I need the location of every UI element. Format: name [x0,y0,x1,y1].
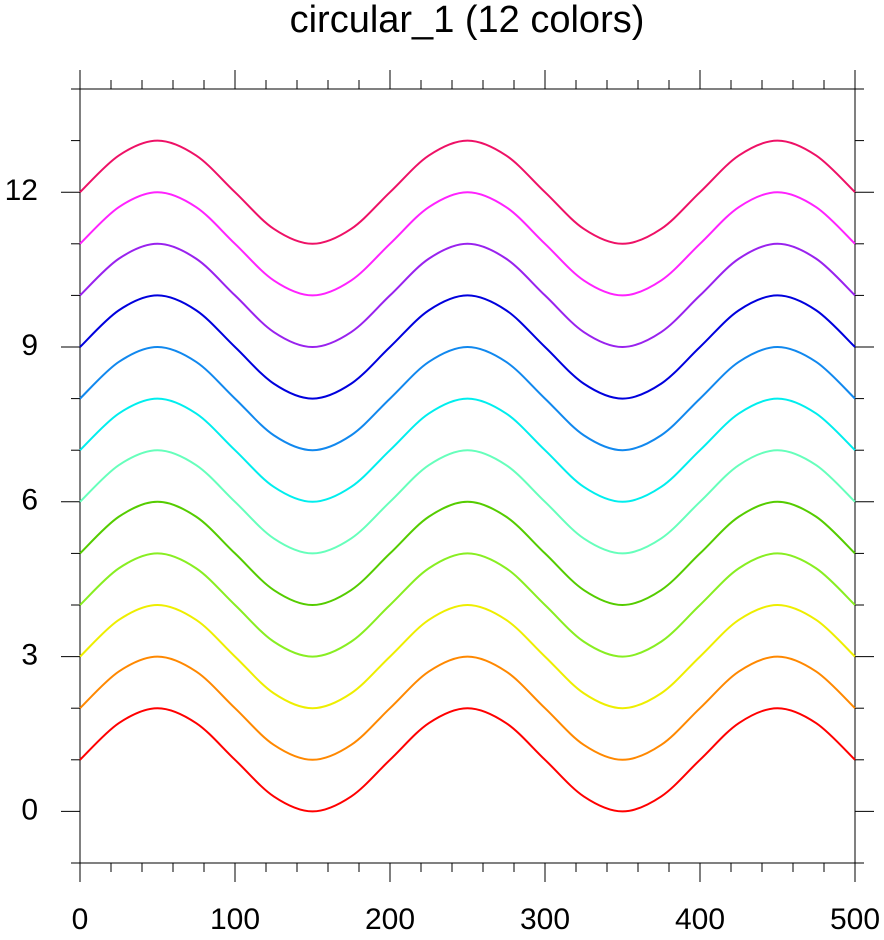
line [79,500,856,607]
y-tick-label: 12 [5,174,38,207]
x-tick-label: 0 [72,903,89,935]
line [79,707,856,813]
line [79,449,856,555]
chart-title: circular_1 (12 colors) [290,0,645,41]
x-tick-label: 400 [675,903,725,935]
x-tick-label: 100 [210,903,260,935]
x-tick-label: 500 [830,903,880,935]
plot-frame [79,88,856,864]
line [79,242,856,349]
y-tick-label: 3 [21,639,38,672]
line [79,345,856,452]
line [79,603,856,710]
y-tick-label: 9 [21,329,38,362]
x-tick-label: 300 [520,903,570,935]
line [79,191,856,297]
line [79,294,856,400]
line [79,139,856,245]
y-tick-label: 6 [21,484,38,517]
line [79,397,856,503]
line [79,552,856,658]
y-tick-label: 0 [21,793,38,826]
x-tick-label: 200 [365,903,415,935]
line [79,655,856,761]
